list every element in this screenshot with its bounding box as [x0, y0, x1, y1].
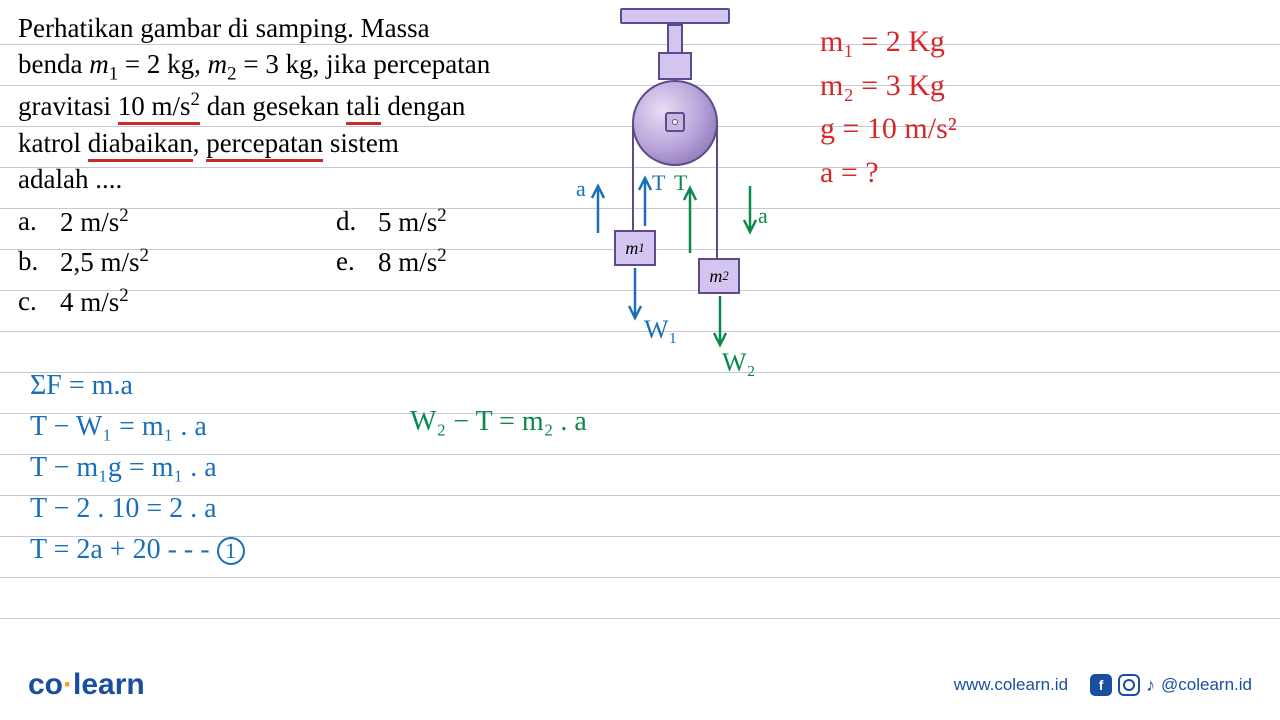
given-a: a = ? — [820, 151, 957, 195]
working-blue: ΣF = m.a T − W₁ = m₁ . a T − m₁g = m₁ . … — [30, 365, 245, 570]
label-W1: W₁ — [644, 315, 678, 345]
options-col1: a.2 m/s2 b.2,5 m/s2 c.4 m/s2 — [18, 202, 298, 322]
page: Perhatikan gambar di samping. Massa bend… — [0, 0, 1280, 720]
facebook-icon: f — [1090, 674, 1112, 696]
label-a-right: a — [758, 203, 768, 229]
instagram-icon — [1118, 674, 1140, 696]
tiktok-icon: ♪ — [1146, 675, 1155, 696]
given-m1: m₁ = 2 Kg — [820, 20, 957, 64]
work-l1: ΣF = m.a — [30, 365, 245, 406]
option-c: c.4 m/s2 — [18, 282, 298, 322]
problem-line4: katrol diabaikan, percepatan sistem — [18, 125, 578, 161]
footer-url: www.colearn.id — [954, 675, 1068, 695]
work-l5: T = 2a + 20 - - - 1 — [30, 529, 245, 570]
work-l2: T − W₁ = m₁ . a — [30, 406, 245, 447]
problem-line5: adalah .... — [18, 161, 578, 197]
given-g: g = 10 m/s² — [820, 107, 957, 151]
problem-line1: Perhatikan gambar di samping. Massa — [18, 10, 578, 46]
footer-right: www.colearn.id f ♪ @colearn.id — [954, 674, 1252, 696]
label-T-right: T — [674, 170, 687, 196]
label-W2: W₂ — [722, 348, 756, 378]
label-T-left: T — [652, 170, 665, 196]
problem-line3: gravitasi 10 m/s2 dan gesekan tali denga… — [18, 87, 578, 124]
social-handle: @colearn.id — [1161, 675, 1252, 695]
work-l4: T − 2 . 10 = 2 . a — [30, 488, 245, 529]
option-b: b.2,5 m/s2 — [18, 242, 298, 282]
social-icons: f ♪ @colearn.id — [1090, 674, 1252, 696]
logo: co·learn — [28, 668, 145, 702]
label-a-left: a — [576, 176, 586, 202]
working-green: W₂ − T = m₂ . a — [410, 406, 587, 438]
given-data: m₁ = 2 Kg m₂ = 3 Kg g = 10 m/s² a = ? — [820, 20, 957, 194]
footer: co·learn www.colearn.id f ♪ @colearn.id — [0, 668, 1280, 702]
logo-dot: · — [63, 668, 73, 701]
work-l3: T − m₁g = m₁ . a — [30, 447, 245, 488]
option-a: a.2 m/s2 — [18, 202, 298, 242]
given-m2: m₂ = 3 Kg — [820, 64, 957, 108]
pulley-diagram: m1 m2 a T T a — [570, 8, 790, 378]
problem-line2: benda m1 = 2 kg, m2 = 3 kg, jika percepa… — [18, 46, 578, 87]
problem-text: Perhatikan gambar di samping. Massa bend… — [18, 10, 578, 198]
